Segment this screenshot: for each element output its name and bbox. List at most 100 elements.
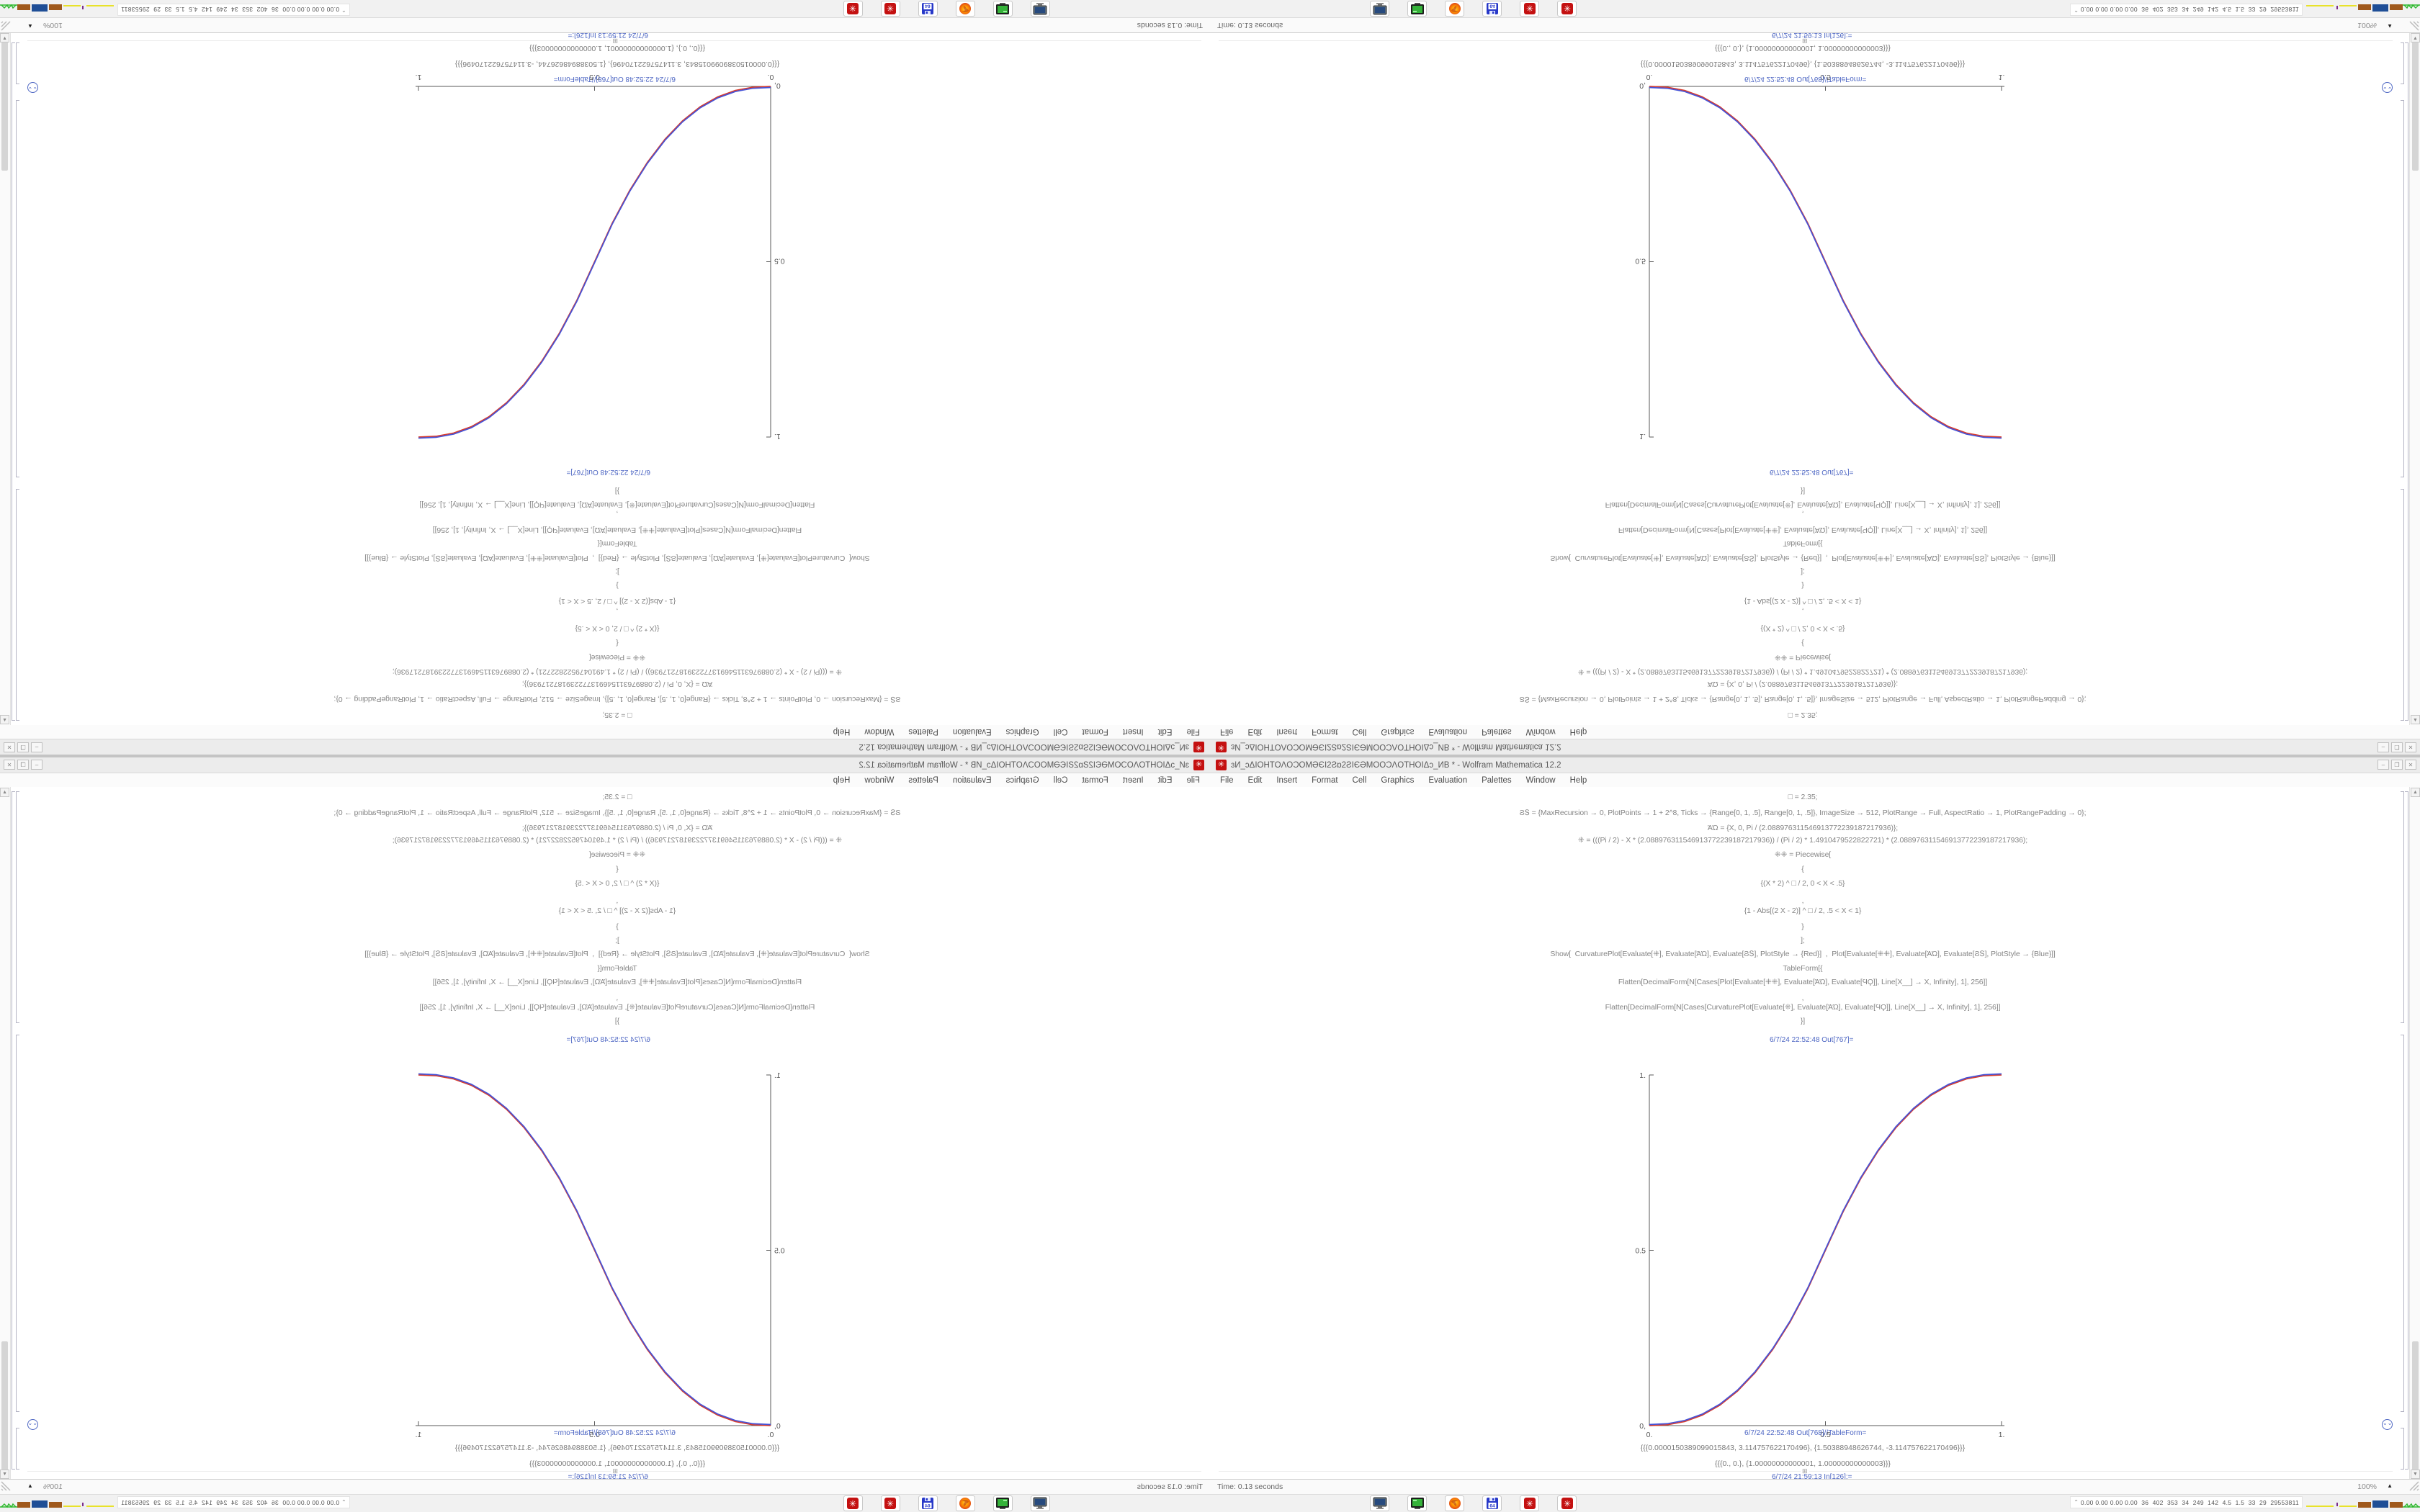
minimize-button[interactable]: – <box>2378 742 2389 752</box>
scroll-up-icon[interactable]: ▲ <box>0 788 9 797</box>
floppy-64-icon[interactable]: 64 <box>918 1495 938 1511</box>
input-code-line[interactable]: Show[ CurvaturePlot[Evaluate[⁜], Evaluat… <box>1550 554 2056 562</box>
input-code-line[interactable]: ⁜ = (((Pi / 2) - X * (2.0889763115469137… <box>392 836 843 845</box>
maximize-button[interactable]: ❐ <box>17 742 29 752</box>
input-code-line[interactable]: ⁜⁜ = Piecewise[ <box>1774 850 1832 859</box>
menu-evaluation[interactable]: Evaluation <box>952 727 992 737</box>
menu-cell[interactable]: Cell <box>1053 727 1068 737</box>
input-code-line[interactable]: ]; <box>615 936 619 945</box>
cell-bracket-table[interactable] <box>16 42 19 84</box>
cell-bracket-plot[interactable] <box>16 100 19 477</box>
menu-format[interactable]: Format <box>1312 775 1338 785</box>
input-code-line[interactable]: Flatten[DecimalForm[N[Cases[Plot[Evaluat… <box>432 978 802 986</box>
vertical-scrollbar[interactable]: ▲ ▼ <box>0 787 11 1480</box>
firefox-icon[interactable] <box>956 1495 975 1511</box>
input-code-line[interactable]: □ = 2.35; <box>602 711 632 719</box>
input-code-line[interactable]: Flatten[DecimalForm[N[Cases[CurvaturePlo… <box>419 500 815 509</box>
input-code-line[interactable]: , <box>1801 994 1804 1002</box>
menu-file[interactable]: File <box>1220 775 1234 785</box>
vertical-scrollbar[interactable]: ▲ ▼ <box>0 32 11 725</box>
input-code-line[interactable]: ⁜⁜ = Piecewise[ <box>588 653 646 662</box>
scroll-down-icon[interactable]: ▼ <box>0 1470 9 1479</box>
resize-grip[interactable] <box>1 1480 12 1493</box>
menu-insert[interactable]: Insert <box>1276 727 1298 737</box>
firefox-icon[interactable] <box>1445 1 1464 17</box>
minimize-button[interactable]: – <box>31 760 42 770</box>
input-code-line[interactable]: □ = 2.35; <box>1788 793 1818 801</box>
menu-window[interactable]: Window <box>864 775 895 785</box>
floppy-64-icon[interactable]: 64 <box>1482 1 1502 17</box>
menu-edit[interactable]: Edit <box>1247 775 1263 785</box>
input-code-line[interactable]: }] <box>614 487 620 495</box>
scroll-up-icon[interactable]: ▲ <box>2411 715 2420 724</box>
input-code-line[interactable]: {1 - Abs[(2 X - 2)] ^ □ / 2, .5 < X < 1} <box>1744 597 1862 606</box>
input-code-line[interactable]: TableForm[{ <box>1783 539 1823 548</box>
input-code-line[interactable]: Flatten[DecimalForm[N[Cases[CurvaturePlo… <box>1605 1003 2001 1012</box>
menu-palettes[interactable]: Palettes <box>908 727 938 737</box>
menu-window[interactable]: Window <box>1525 727 1556 737</box>
menu-graphics[interactable]: Graphics <box>1381 775 1415 785</box>
scrollbar-thumb[interactable] <box>1 41 8 171</box>
input-code-line[interactable]: ΆΏ = {X, 0, Pi / (2.08897631154691377223… <box>1707 824 1899 832</box>
resize-grip[interactable] <box>1 19 12 32</box>
magnification-value[interactable]: 100% <box>2357 21 2377 30</box>
menu-insert[interactable]: Insert <box>1122 727 1144 737</box>
jump-to-end-icon[interactable]: ⌄⌄ <box>27 82 38 93</box>
gear-red-icon[interactable]: ✳ <box>1520 1495 1539 1511</box>
menu-file[interactable]: File <box>1186 775 1200 785</box>
firefox-icon[interactable] <box>1445 1495 1464 1511</box>
title-bar[interactable]: ✳ ɜИ_ɔΔIOHTOΛOƆOMӘЄI2Ƨɒ2ƧIЄӘMOOƆΛOTHOIΔɔ… <box>1210 739 2420 755</box>
menu-help[interactable]: Help <box>1569 727 1587 737</box>
input-code-line[interactable]: ⁜⁜ = Piecewise[ <box>1774 653 1832 662</box>
jump-to-end-icon[interactable]: ⌄⌄ <box>2382 1419 2393 1430</box>
maximize-button[interactable]: ❐ <box>2391 760 2403 770</box>
scroll-down-icon[interactable]: ▼ <box>0 33 9 42</box>
title-bar[interactable]: ✳ ɜИ_ɔΔIOHTOΛOƆOMӘЄI2Ƨɒ2ƧIЄӘMOOƆΛOTHOIΔɔ… <box>0 739 1210 755</box>
menu-file[interactable]: File <box>1220 727 1234 737</box>
input-code-line[interactable]: ]; <box>1801 936 1805 945</box>
magnification-value[interactable]: 100% <box>43 21 63 30</box>
terminal-green-icon[interactable] <box>993 1 1013 17</box>
input-code-line[interactable]: Flatten[DecimalForm[N[Cases[Plot[Evaluat… <box>432 526 802 534</box>
input-code-line[interactable]: ⁜ = (((Pi / 2) - X * (2.0889763115469137… <box>1577 836 2028 845</box>
floppy-64-icon[interactable]: 64 <box>1482 1495 1502 1511</box>
input-code-line[interactable]: □ = 2.35; <box>1788 711 1818 719</box>
input-code-line[interactable]: ⁜ = (((Pi / 2) - X * (2.0889763115469137… <box>1577 667 2028 676</box>
menu-window[interactable]: Window <box>864 727 895 737</box>
input-code-line[interactable]: ϨՏ = {MaxRecursion → 0, PlotPoints → 1 +… <box>333 695 901 703</box>
cell-bracket-plot[interactable] <box>2401 1035 2404 1412</box>
input-code-line[interactable]: } <box>616 922 619 931</box>
input-code-line[interactable]: {1 - Abs[(2 X - 2)] ^ □ / 2, .5 < X < 1} <box>558 906 676 915</box>
input-code-line[interactable]: , <box>616 607 619 616</box>
input-code-line[interactable]: ⁜ = (((Pi / 2) - X * (2.0889763115469137… <box>392 667 843 676</box>
input-code-line[interactable]: TableForm[{ <box>597 539 637 548</box>
magnification-value[interactable]: 100% <box>43 1482 63 1491</box>
input-code-line[interactable]: , <box>1801 607 1804 616</box>
scroll-down-icon[interactable]: ▼ <box>2411 1470 2420 1479</box>
cell-bracket-input[interactable] <box>2401 791 2404 1023</box>
close-button[interactable]: ✕ <box>4 760 15 770</box>
scroll-up-icon[interactable]: ▲ <box>0 715 9 724</box>
input-code-line[interactable]: ]; <box>1801 567 1805 576</box>
close-button[interactable]: ✕ <box>4 742 15 752</box>
scrollbar-thumb[interactable] <box>2412 41 2419 171</box>
input-code-line[interactable]: , <box>616 896 619 905</box>
gear-red-icon[interactable]: ✳ <box>1557 1 1577 17</box>
menu-insert[interactable]: Insert <box>1122 775 1144 785</box>
title-bar[interactable]: ✳ ɜИ_ɔΔIOHTOΛOƆOMӘЄI2Ƨɒ2ƧIЄӘMOOƆΛOTHOIΔɔ… <box>1210 757 2420 773</box>
input-code-line[interactable]: ]; <box>615 567 619 576</box>
menu-format[interactable]: Format <box>1082 727 1108 737</box>
title-bar[interactable]: ✳ ɜИ_ɔΔIOHTOΛOƆOMӘЄI2Ƨɒ2ƧIЄӘMOOƆΛOTHOIΔɔ… <box>0 757 1210 773</box>
terminal-green-icon[interactable] <box>1407 1 1427 17</box>
cell-bracket-group[interactable] <box>2405 791 2408 1470</box>
monitor-icon[interactable] <box>1370 1495 1389 1511</box>
monitor-icon[interactable] <box>1031 1495 1050 1511</box>
terminal-green-icon[interactable] <box>993 1495 1013 1511</box>
input-code-line[interactable]: }] <box>1800 487 1806 495</box>
close-button[interactable]: ✕ <box>2405 760 2416 770</box>
cell-bracket-plot[interactable] <box>16 1035 19 1412</box>
menu-help[interactable]: Help <box>833 775 851 785</box>
input-code-line[interactable]: Flatten[DecimalForm[N[Cases[CurvaturePlo… <box>419 1003 815 1012</box>
menu-file[interactable]: File <box>1186 727 1200 737</box>
cell-bracket-input[interactable] <box>16 791 19 1023</box>
